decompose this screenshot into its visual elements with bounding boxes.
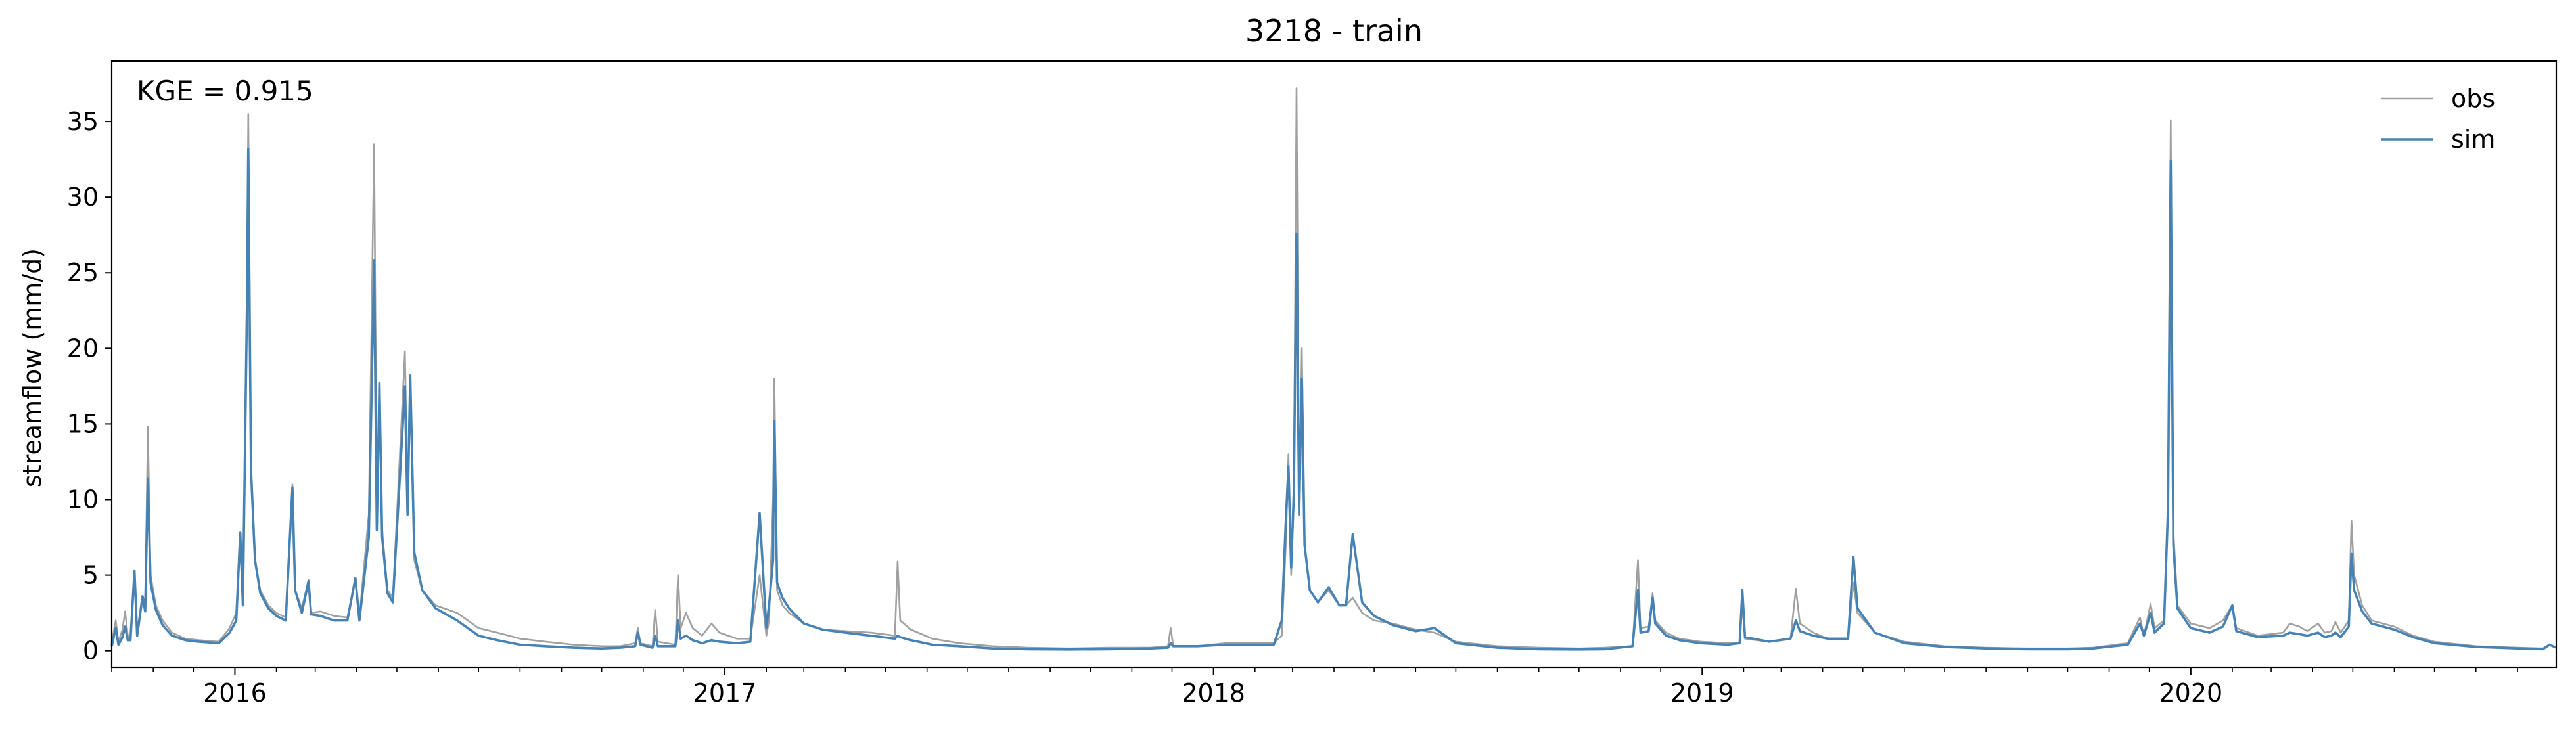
- y-axis-label: streamflow (mm/d): [18, 248, 47, 487]
- x-tick-label: 2018: [1182, 679, 1245, 707]
- y-tick-label: 0: [83, 636, 99, 665]
- y-tick-label: 5: [83, 561, 99, 590]
- y-tick-label: 30: [67, 183, 99, 212]
- legend-label-sim: sim: [2451, 125, 2495, 154]
- legend-label-obs: obs: [2451, 84, 2495, 113]
- kge-annotation: KGE = 0.915: [137, 75, 313, 107]
- y-tick-label: 15: [67, 409, 99, 438]
- x-tick-label: 2017: [693, 679, 757, 707]
- y-tick-label: 25: [67, 258, 99, 287]
- y-tick-label: 10: [67, 485, 99, 514]
- x-tick-label: 2016: [203, 679, 267, 707]
- chart-title: 3218 - train: [1245, 13, 1423, 49]
- series-line-sim: [110, 147, 2557, 651]
- x-tick-label: 2019: [1670, 679, 1734, 707]
- plot-area: 0 5 10 15 20 25 30 35 2016 2017 2018 2019 2020 KGE = …: [67, 60, 2558, 707]
- x-tick-label: 2020: [2159, 679, 2222, 707]
- y-tick-label: 35: [67, 107, 99, 136]
- y-tick-label: 20: [67, 334, 99, 363]
